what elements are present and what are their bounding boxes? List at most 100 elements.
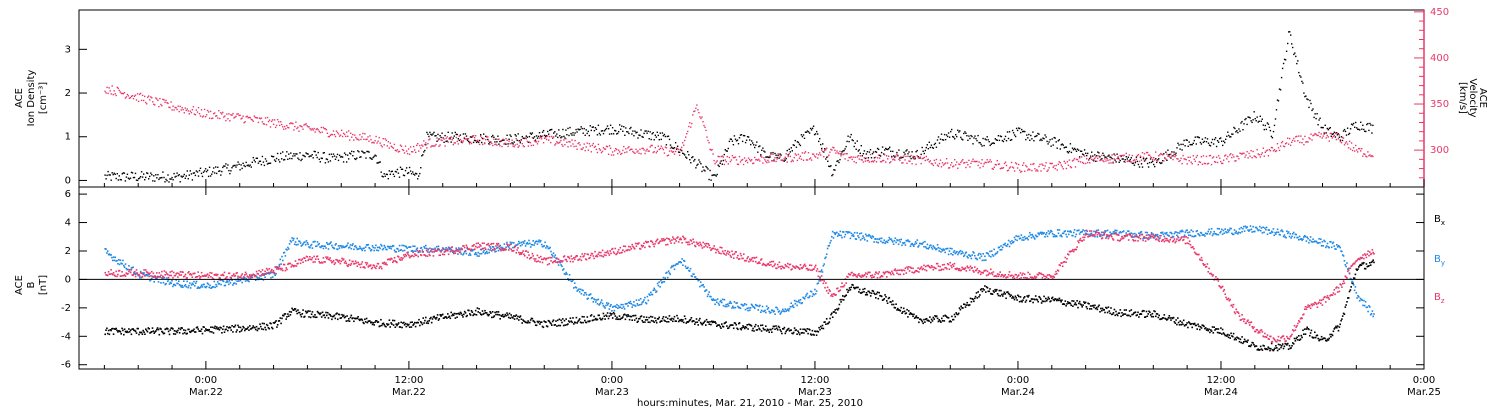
velocity-point	[917, 156, 919, 159]
by-point	[605, 304, 607, 307]
bx-point	[360, 318, 363, 320]
velocity-point	[523, 145, 525, 148]
by-point	[361, 249, 364, 252]
velocity-point	[1068, 159, 1071, 161]
by-point	[304, 243, 307, 246]
density-point	[108, 174, 110, 176]
by-point	[612, 305, 615, 308]
velocity-point	[653, 151, 655, 153]
density-point	[202, 171, 205, 173]
velocity-point	[1282, 145, 1285, 147]
bx-point	[972, 298, 974, 301]
density-point	[1358, 128, 1360, 131]
density-point	[970, 134, 972, 137]
bx-point	[1243, 338, 1246, 341]
velocity-point	[155, 97, 157, 99]
by-point	[331, 246, 334, 249]
by-point	[458, 247, 460, 249]
density-point	[1334, 136, 1337, 138]
bx-point	[1045, 300, 1048, 302]
density-point	[1204, 137, 1207, 139]
by-point	[400, 249, 402, 251]
velocity-point	[1361, 148, 1363, 150]
by-point	[235, 283, 238, 285]
bx-point	[416, 321, 419, 324]
density-point	[1028, 133, 1030, 136]
by-point	[544, 241, 546, 244]
velocity-point	[1061, 166, 1063, 168]
density-point	[467, 140, 470, 143]
by-point	[753, 306, 755, 308]
velocity-point	[965, 166, 967, 169]
density-point	[1187, 145, 1189, 147]
bx-point	[567, 320, 570, 322]
bx-point	[666, 317, 669, 320]
velocity-point	[608, 145, 611, 147]
velocity-point	[566, 141, 568, 143]
bx-point	[531, 317, 534, 320]
bx-point	[479, 312, 481, 314]
bx-point	[1217, 328, 1220, 330]
density-point	[1010, 139, 1013, 141]
density-point	[1366, 123, 1368, 126]
by-point	[922, 241, 924, 244]
bx-point	[1348, 290, 1351, 293]
velocity-point	[527, 145, 530, 147]
bx-point	[1309, 332, 1312, 334]
velocity-point	[1249, 155, 1251, 157]
velocity-point	[349, 139, 351, 141]
bx-point	[1207, 329, 1209, 332]
velocity-point	[1254, 155, 1256, 158]
velocity-point	[1091, 158, 1093, 161]
bx-point	[752, 327, 754, 330]
density-point	[580, 126, 582, 128]
velocity-point	[314, 131, 316, 133]
bx-point	[775, 325, 777, 327]
bx-point	[655, 319, 657, 322]
density-point	[767, 156, 769, 158]
density-point	[1128, 160, 1130, 162]
by-point	[734, 306, 737, 309]
by-point	[217, 283, 220, 285]
bx-point	[848, 287, 851, 289]
velocity-point	[1112, 161, 1114, 163]
density-point	[814, 133, 817, 135]
bx-point	[598, 314, 600, 317]
by-point	[478, 255, 480, 257]
density-point	[945, 134, 948, 136]
bx-point	[234, 324, 237, 327]
density-point	[197, 175, 200, 177]
bx-point	[1061, 299, 1063, 301]
bx-point	[311, 311, 314, 313]
by-point	[227, 281, 229, 283]
density-point	[966, 135, 968, 137]
density-point	[893, 155, 895, 157]
by-point	[650, 291, 652, 294]
by-point	[867, 235, 869, 237]
by-point	[532, 240, 534, 242]
velocity-point	[757, 159, 759, 161]
bx-point	[1053, 299, 1056, 302]
bx-point	[578, 319, 580, 322]
velocity-point	[812, 153, 815, 155]
bx-point	[452, 314, 455, 317]
density-point	[820, 143, 822, 146]
density-point	[1045, 136, 1047, 138]
by-point	[761, 305, 764, 308]
bx-point	[1150, 315, 1153, 318]
by-point	[425, 244, 427, 247]
density-point	[956, 135, 958, 138]
density-point	[1026, 134, 1028, 136]
by-point	[123, 264, 125, 267]
density-point	[116, 173, 118, 175]
bx-point	[219, 326, 221, 329]
density-point	[764, 151, 766, 153]
by-point	[846, 231, 848, 233]
density-point	[217, 166, 219, 168]
by-point	[293, 243, 296, 246]
by-point	[672, 265, 674, 268]
velocity-point	[250, 118, 252, 121]
bx-point	[902, 311, 904, 313]
velocity-point	[773, 160, 775, 162]
velocity-point	[924, 159, 926, 162]
